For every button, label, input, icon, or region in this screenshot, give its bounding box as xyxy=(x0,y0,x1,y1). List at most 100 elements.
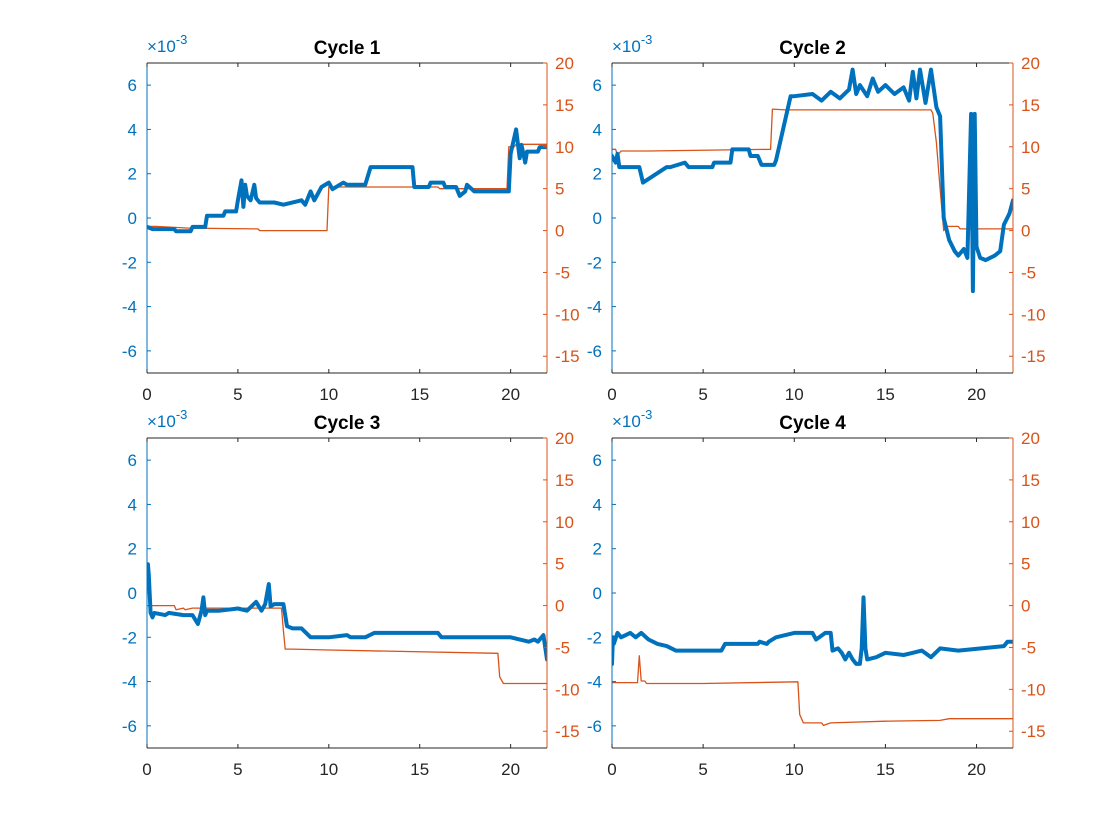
left-tick-label: 6 xyxy=(593,76,602,95)
left-tick-label: 4 xyxy=(128,120,137,139)
right-tick-label: -10 xyxy=(555,680,580,699)
chart-title: Cycle 4 xyxy=(779,413,846,434)
left-exponent-label: ×10-3 xyxy=(612,407,652,431)
right-tick-label: -15 xyxy=(1021,347,1046,366)
x-tick-label: 0 xyxy=(607,760,616,779)
chart-title: Cycle 3 xyxy=(314,413,381,434)
right-tick-label: 5 xyxy=(555,555,564,574)
x-tick-label: 10 xyxy=(319,385,338,404)
left-tick-label: -2 xyxy=(587,253,602,272)
right-tick-label: -15 xyxy=(555,722,580,741)
series-left-line xyxy=(612,595,1013,666)
left-tick-label: 2 xyxy=(128,165,137,184)
x-tick-label: 0 xyxy=(142,385,151,404)
series-left-line xyxy=(147,562,547,662)
right-tick-label: -5 xyxy=(1021,638,1036,657)
left-tick-label: -2 xyxy=(587,628,602,647)
left-tick-label: 2 xyxy=(593,165,602,184)
series-left-line xyxy=(147,127,547,234)
left-tick-label: -6 xyxy=(122,717,137,736)
right-tick-label: 10 xyxy=(555,513,574,532)
right-tick-label: 15 xyxy=(1021,96,1040,115)
left-tick-label: 6 xyxy=(128,76,137,95)
right-tick-label: 10 xyxy=(555,138,574,157)
right-tick-label: 20 xyxy=(1021,429,1040,448)
x-tick-label: 15 xyxy=(410,760,429,779)
left-tick-label: -4 xyxy=(587,673,602,692)
left-tick-label: 2 xyxy=(593,540,602,559)
panel-cycle-4: 0 5 10 15 20 -6 -4 -2 0 2 4 6 -15 -10 -5 0 5 10 15 20 ×10-3 C… xyxy=(587,407,1046,779)
x-tick-label: 5 xyxy=(698,760,707,779)
left-tick-label: -4 xyxy=(587,298,602,317)
left-tick-label: 6 xyxy=(593,451,602,470)
plot-area xyxy=(612,63,1013,373)
left-tick-label: 0 xyxy=(128,584,137,603)
series-left-line xyxy=(612,67,1013,294)
left-tick-label: 0 xyxy=(593,209,602,228)
left-tick-label: 0 xyxy=(128,209,137,228)
left-tick-label: -6 xyxy=(587,717,602,736)
right-tick-label: 15 xyxy=(555,471,574,490)
left-tick-label: -4 xyxy=(122,298,137,317)
right-tick-label: -5 xyxy=(555,638,570,657)
right-tick-label: 15 xyxy=(1021,471,1040,490)
right-tick-label: -15 xyxy=(555,347,580,366)
x-tick-label: 5 xyxy=(233,760,242,779)
left-exponent-label: ×10-3 xyxy=(147,407,187,431)
x-tick-label: 5 xyxy=(233,385,242,404)
right-tick-label: -5 xyxy=(1021,263,1036,282)
right-tick-label: 5 xyxy=(555,180,564,199)
chart-title: Cycle 2 xyxy=(779,38,846,59)
panel-cycle-3: 0 5 10 15 20 -6 -4 -2 0 2 4 6 -15 -10 -5 0 5 10 15 20 ×10-3 C… xyxy=(122,407,580,779)
right-tick-label: 0 xyxy=(555,222,564,241)
right-tick-label: 15 xyxy=(555,96,574,115)
x-tick-label: 10 xyxy=(785,385,804,404)
right-tick-label: 0 xyxy=(1021,597,1030,616)
series-right-line xyxy=(147,604,547,685)
right-tick-label: -10 xyxy=(1021,305,1046,324)
left-exponent-label: ×10-3 xyxy=(147,32,187,56)
panel-cycle-1: 0 5 10 15 20 -6 -4 -2 0 2 4 6 -15 -10 -5 0 5 10 15 20 ×10-3 C… xyxy=(122,32,580,404)
left-tick-label: 2 xyxy=(128,540,137,559)
x-tick-label: 0 xyxy=(142,760,151,779)
x-tick-label: 10 xyxy=(319,760,338,779)
left-tick-label: -6 xyxy=(122,342,137,361)
left-tick-label: 4 xyxy=(593,495,602,514)
right-tick-label: 10 xyxy=(1021,513,1040,532)
series-right-line xyxy=(612,655,1013,727)
right-tick-label: 20 xyxy=(555,429,574,448)
right-tick-label: -5 xyxy=(555,263,570,282)
chart-title: Cycle 1 xyxy=(314,38,381,59)
plot-area xyxy=(147,438,547,748)
right-tick-label: 20 xyxy=(1021,54,1040,73)
left-tick-label: 0 xyxy=(593,584,602,603)
right-tick-label: -15 xyxy=(1021,722,1046,741)
panel-cycle-2: 0 5 10 15 20 -6 -4 -2 0 2 4 6 -15 -10 -5 0 5 10 15 20 ×10-3 C… xyxy=(587,32,1046,404)
right-tick-label: 0 xyxy=(1021,222,1030,241)
x-tick-label: 20 xyxy=(967,760,986,779)
right-tick-label: -10 xyxy=(1021,680,1046,699)
right-tick-label: 5 xyxy=(1021,180,1030,199)
plot-area xyxy=(147,63,547,373)
left-tick-label: 6 xyxy=(128,451,137,470)
right-tick-label: 10 xyxy=(1021,138,1040,157)
x-tick-label: 15 xyxy=(876,760,895,779)
x-tick-label: 15 xyxy=(876,385,895,404)
x-tick-label: 5 xyxy=(698,385,707,404)
left-tick-label: 4 xyxy=(593,120,602,139)
left-tick-label: 4 xyxy=(128,495,137,514)
left-tick-label: -2 xyxy=(122,253,137,272)
left-tick-label: -2 xyxy=(122,628,137,647)
x-tick-label: 20 xyxy=(501,385,520,404)
x-tick-label: 0 xyxy=(607,385,616,404)
left-exponent-label: ×10-3 xyxy=(612,32,652,56)
left-tick-label: -6 xyxy=(587,342,602,361)
right-tick-label: 5 xyxy=(1021,555,1030,574)
right-tick-label: 20 xyxy=(555,54,574,73)
right-tick-label: -10 xyxy=(555,305,580,324)
x-tick-label: 10 xyxy=(785,760,804,779)
left-tick-label: -4 xyxy=(122,673,137,692)
x-tick-label: 20 xyxy=(967,385,986,404)
x-tick-label: 20 xyxy=(501,760,520,779)
